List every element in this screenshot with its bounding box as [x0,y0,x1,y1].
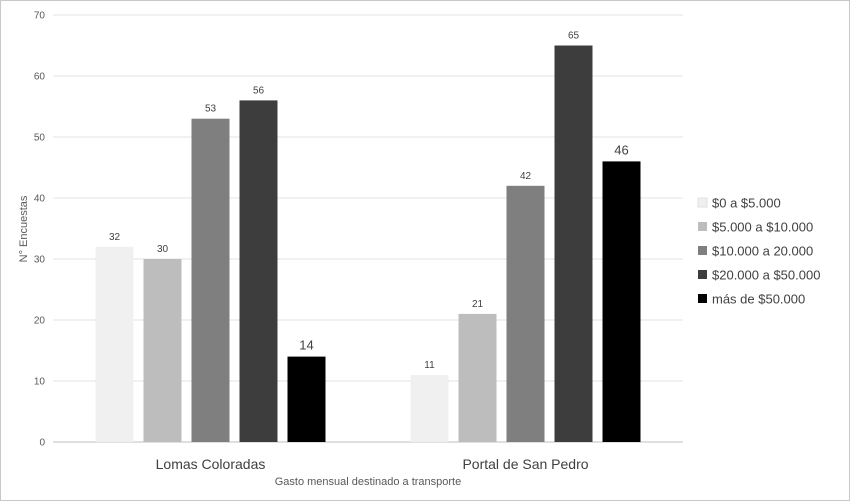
data-label: 21 [472,299,484,310]
x-axis-title: Gasto mensual destinado a transporte [275,476,462,488]
legend-label: $10.000 a 20.000 [712,244,813,259]
legend-swatch [698,222,707,231]
bar-3-2 [506,185,545,443]
y-tick-label: 10 [34,377,46,388]
y-tick-label: 60 [34,72,46,83]
y-tick-label: 20 [34,316,46,327]
y-tick-label: 50 [34,133,46,144]
x-category-label: Portal de San Pedro [462,456,588,472]
x-category-label: Lomas Coloradas [156,456,266,472]
y-tick-label: 70 [34,11,46,22]
data-label: 65 [568,31,580,42]
data-label: 32 [109,232,121,243]
legend-swatch [698,270,707,279]
data-label: 14 [299,338,313,353]
bar-5-1 [287,356,326,442]
data-label: 46 [614,142,628,157]
legend-label: $5.000 a $10.000 [712,220,813,235]
y-tick-label: 40 [34,194,46,205]
bar-2-2 [458,313,497,442]
legend-swatch [697,197,708,208]
legend: $0 a $5.000 $5.000 a $10.000 $10.000 a 20.… [697,196,820,307]
data-label: 11 [424,360,435,371]
bar-1-2 [410,374,449,442]
data-label: 30 [157,244,169,255]
data-labels: 32 30 53 56 14 11 21 42 65 46 [109,31,629,371]
y-axis-ticks: 0 10 20 30 40 50 60 70 [34,11,46,449]
y-tick-label: 0 [39,438,45,449]
legend-swatch [698,294,707,303]
bar-4-1 [239,100,278,443]
bar-2-1 [143,259,182,442]
y-tick-label: 30 [34,255,46,266]
y-axis-title: N° Encuestas [18,195,30,262]
bar-1-1 [95,246,134,442]
bar-3-1 [191,118,230,442]
legend-label: $0 a $5.000 [712,196,781,211]
x-axis-categories: Lomas Coloradas Portal de San Pedro [156,456,589,472]
bar-4-2 [554,45,593,442]
legend-swatch [698,246,707,255]
legend-label: más de $50.000 [712,292,805,307]
bars [95,45,641,443]
bar-5-2 [602,161,641,442]
data-label: 56 [253,85,265,96]
legend-label: $20.000 a $50.000 [712,268,820,283]
data-label: 42 [520,171,532,182]
data-label: 53 [205,104,217,115]
